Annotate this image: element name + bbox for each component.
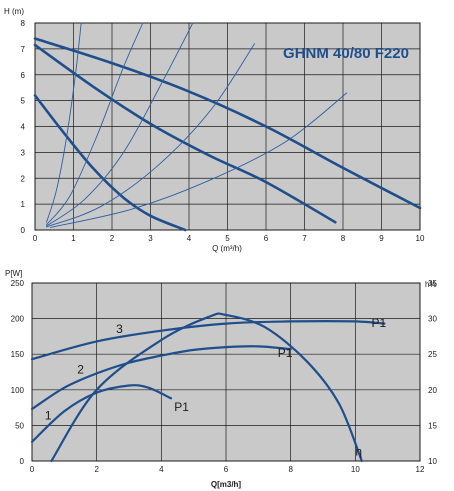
head-chart-x-tick-label: 3 xyxy=(148,234,153,243)
power-chart-y-tick-label: 250 xyxy=(11,279,25,288)
power-chart-y-tick-label: 150 xyxy=(11,350,25,359)
efficiency-tick-label: 10 xyxy=(428,457,437,466)
curve-label: η xyxy=(355,444,362,458)
curve-label: 1 xyxy=(45,409,52,423)
power-chart-x-tick-label: 6 xyxy=(224,465,229,474)
head-chart-x-tick-label: 2 xyxy=(110,234,115,243)
head-chart-y-tick-label: 3 xyxy=(21,148,26,157)
head-chart-y-tick-label: 8 xyxy=(21,19,26,28)
curve-label: 3 xyxy=(116,322,123,336)
head-chart-x-tick-label: 8 xyxy=(341,234,346,243)
power-chart-y-tick-label: 0 xyxy=(20,457,25,466)
power-chart-curve-labels: 3 2 1 P1 P1 P1 η xyxy=(45,316,387,458)
system-curve xyxy=(46,22,194,227)
curve-label: P1 xyxy=(174,400,189,414)
head-chart-x-tick-label: 1 xyxy=(71,234,76,243)
head-chart-y-tick-label: 5 xyxy=(21,97,26,106)
head-chart-y-label: H (m) xyxy=(4,7,24,16)
chart-title: GHNM 40/80 F220 xyxy=(283,45,409,62)
system-curve xyxy=(49,92,348,228)
head-chart-x-tick-label: 9 xyxy=(379,234,384,243)
power-chart-x-tick-label: 2 xyxy=(94,465,99,474)
power-chart-x-label: Q[m3/h] xyxy=(211,480,242,489)
power-chart-x-ticks: 0 2 4 6 8 10 12 xyxy=(30,465,425,474)
head-chart-x-tick-label: 7 xyxy=(302,234,307,243)
efficiency-tick-label: 35 xyxy=(428,279,437,288)
head-chart-y-tick-label: 6 xyxy=(21,71,26,80)
power-chart-y-label: P[W] xyxy=(5,269,22,278)
power-chart-curves xyxy=(30,312,386,463)
power-curve-2 xyxy=(30,345,292,411)
system-curve xyxy=(46,22,144,226)
head-chart-y-tick-label: 7 xyxy=(21,45,26,54)
head-chart-y-tick-label: 4 xyxy=(21,123,26,132)
pump-head-curve xyxy=(33,43,337,224)
curve-label: P1 xyxy=(372,316,387,330)
power-chart-y-tick-label: 200 xyxy=(11,315,25,324)
head-chart-y-tick-label: 1 xyxy=(21,200,26,209)
power-chart-y-tick-label: 50 xyxy=(15,421,24,430)
power-curve-3 xyxy=(30,320,386,361)
power-chart-x-tick-label: 8 xyxy=(288,465,293,474)
head-chart-x-tick-label: 10 xyxy=(416,234,425,243)
power-chart-x-tick-label: 10 xyxy=(351,465,360,474)
system-curve xyxy=(46,22,82,223)
curve-label: P1 xyxy=(278,346,293,360)
head-chart-x-tick-label: 0 xyxy=(33,234,38,243)
head-chart-x-label: Q (m³/h) xyxy=(212,244,242,253)
head-chart-x-tick-label: 4 xyxy=(187,234,192,243)
head-chart-y-ticks: 0 1 2 3 4 5 6 7 8 xyxy=(21,19,26,235)
efficiency-curve xyxy=(50,312,363,463)
head-chart-x-ticks: 0 1 2 3 4 5 6 7 8 9 10 xyxy=(33,234,425,243)
head-chart-x-tick-label: 6 xyxy=(264,234,269,243)
pump-head-curve xyxy=(33,37,422,210)
head-flow-chart: 0 1 2 3 4 5 6 7 8 9 10 0 1 2 3 4 5 6 7 8 H (m) Q (m³/h) GH… xyxy=(4,7,425,253)
power-chart-x-tick-label: 4 xyxy=(159,465,164,474)
efficiency-axis-label: h% xyxy=(425,280,437,289)
power-chart-x-tick-label: 12 xyxy=(416,465,425,474)
head-chart-x-tick-label: 5 xyxy=(225,234,230,243)
efficiency-tick-label: 25 xyxy=(428,350,437,359)
curve-label: 2 xyxy=(77,362,84,376)
power-chart-y-tick-label: 100 xyxy=(11,386,25,395)
efficiency-tick-label: 15 xyxy=(428,421,437,430)
efficiency-tick-label: 20 xyxy=(428,386,437,395)
power-chart-x-tick-label: 0 xyxy=(30,465,35,474)
head-chart-y-tick-label: 0 xyxy=(21,226,26,235)
head-chart-curves xyxy=(33,22,422,232)
efficiency-y-ticks: 10 15 20 25 30 35 xyxy=(428,279,437,466)
system-curve xyxy=(46,43,255,228)
power-chart-y-ticks: 0 50 100 150 200 250 xyxy=(11,279,25,466)
efficiency-tick-label: 30 xyxy=(428,315,437,324)
power-curve-1 xyxy=(30,384,173,443)
head-chart-grid xyxy=(35,23,420,230)
pump-head-curve xyxy=(33,94,187,232)
head-chart-y-tick-label: 2 xyxy=(21,174,26,183)
